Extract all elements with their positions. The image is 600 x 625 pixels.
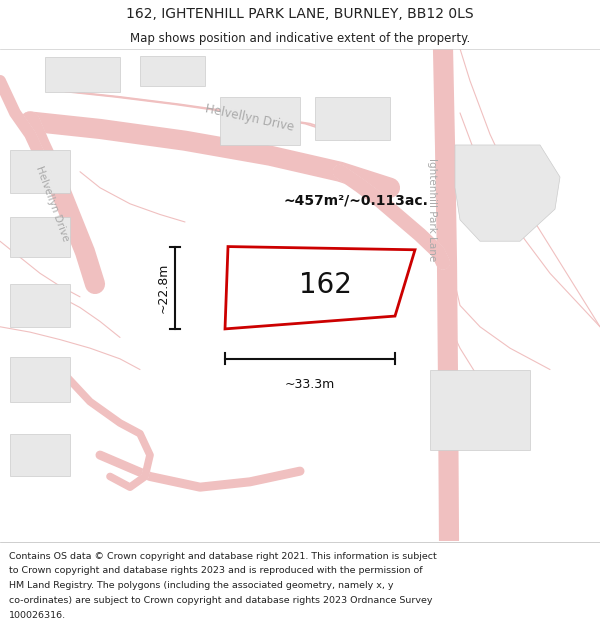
Text: Helvellyn Drive: Helvellyn Drive: [34, 165, 70, 243]
Text: Contains OS data © Crown copyright and database right 2021. This information is : Contains OS data © Crown copyright and d…: [9, 552, 437, 561]
Polygon shape: [455, 145, 560, 241]
Bar: [140, 56, 205, 86]
Text: 162: 162: [299, 271, 352, 299]
Text: ~33.3m: ~33.3m: [285, 378, 335, 391]
Text: to Crown copyright and database rights 2023 and is reproduced with the permissio: to Crown copyright and database rights 2…: [9, 566, 422, 576]
Bar: [315, 97, 390, 139]
Text: Map shows position and indicative extent of the property.: Map shows position and indicative extent…: [130, 31, 470, 44]
Bar: [45, 58, 120, 91]
Text: ~457m²/~0.113ac.: ~457m²/~0.113ac.: [283, 194, 428, 208]
Text: HM Land Registry. The polygons (including the associated geometry, namely x, y: HM Land Registry. The polygons (includin…: [9, 581, 394, 590]
Text: Helvellyn Drive: Helvellyn Drive: [205, 102, 296, 134]
Bar: [430, 369, 530, 450]
Bar: [10, 434, 70, 476]
Bar: [10, 284, 70, 327]
Bar: [10, 357, 70, 402]
Text: 100026316.: 100026316.: [9, 611, 66, 619]
Bar: [10, 151, 70, 193]
Bar: [220, 97, 300, 145]
Bar: [10, 217, 70, 258]
Text: 162, IGHTENHILL PARK LANE, BURNLEY, BB12 0LS: 162, IGHTENHILL PARK LANE, BURNLEY, BB12…: [126, 7, 474, 21]
Text: ~22.8m: ~22.8m: [157, 262, 170, 313]
Text: co-ordinates) are subject to Crown copyright and database rights 2023 Ordnance S: co-ordinates) are subject to Crown copyr…: [9, 596, 433, 605]
Text: Ightenhill Park Lane: Ightenhill Park Lane: [427, 158, 437, 261]
